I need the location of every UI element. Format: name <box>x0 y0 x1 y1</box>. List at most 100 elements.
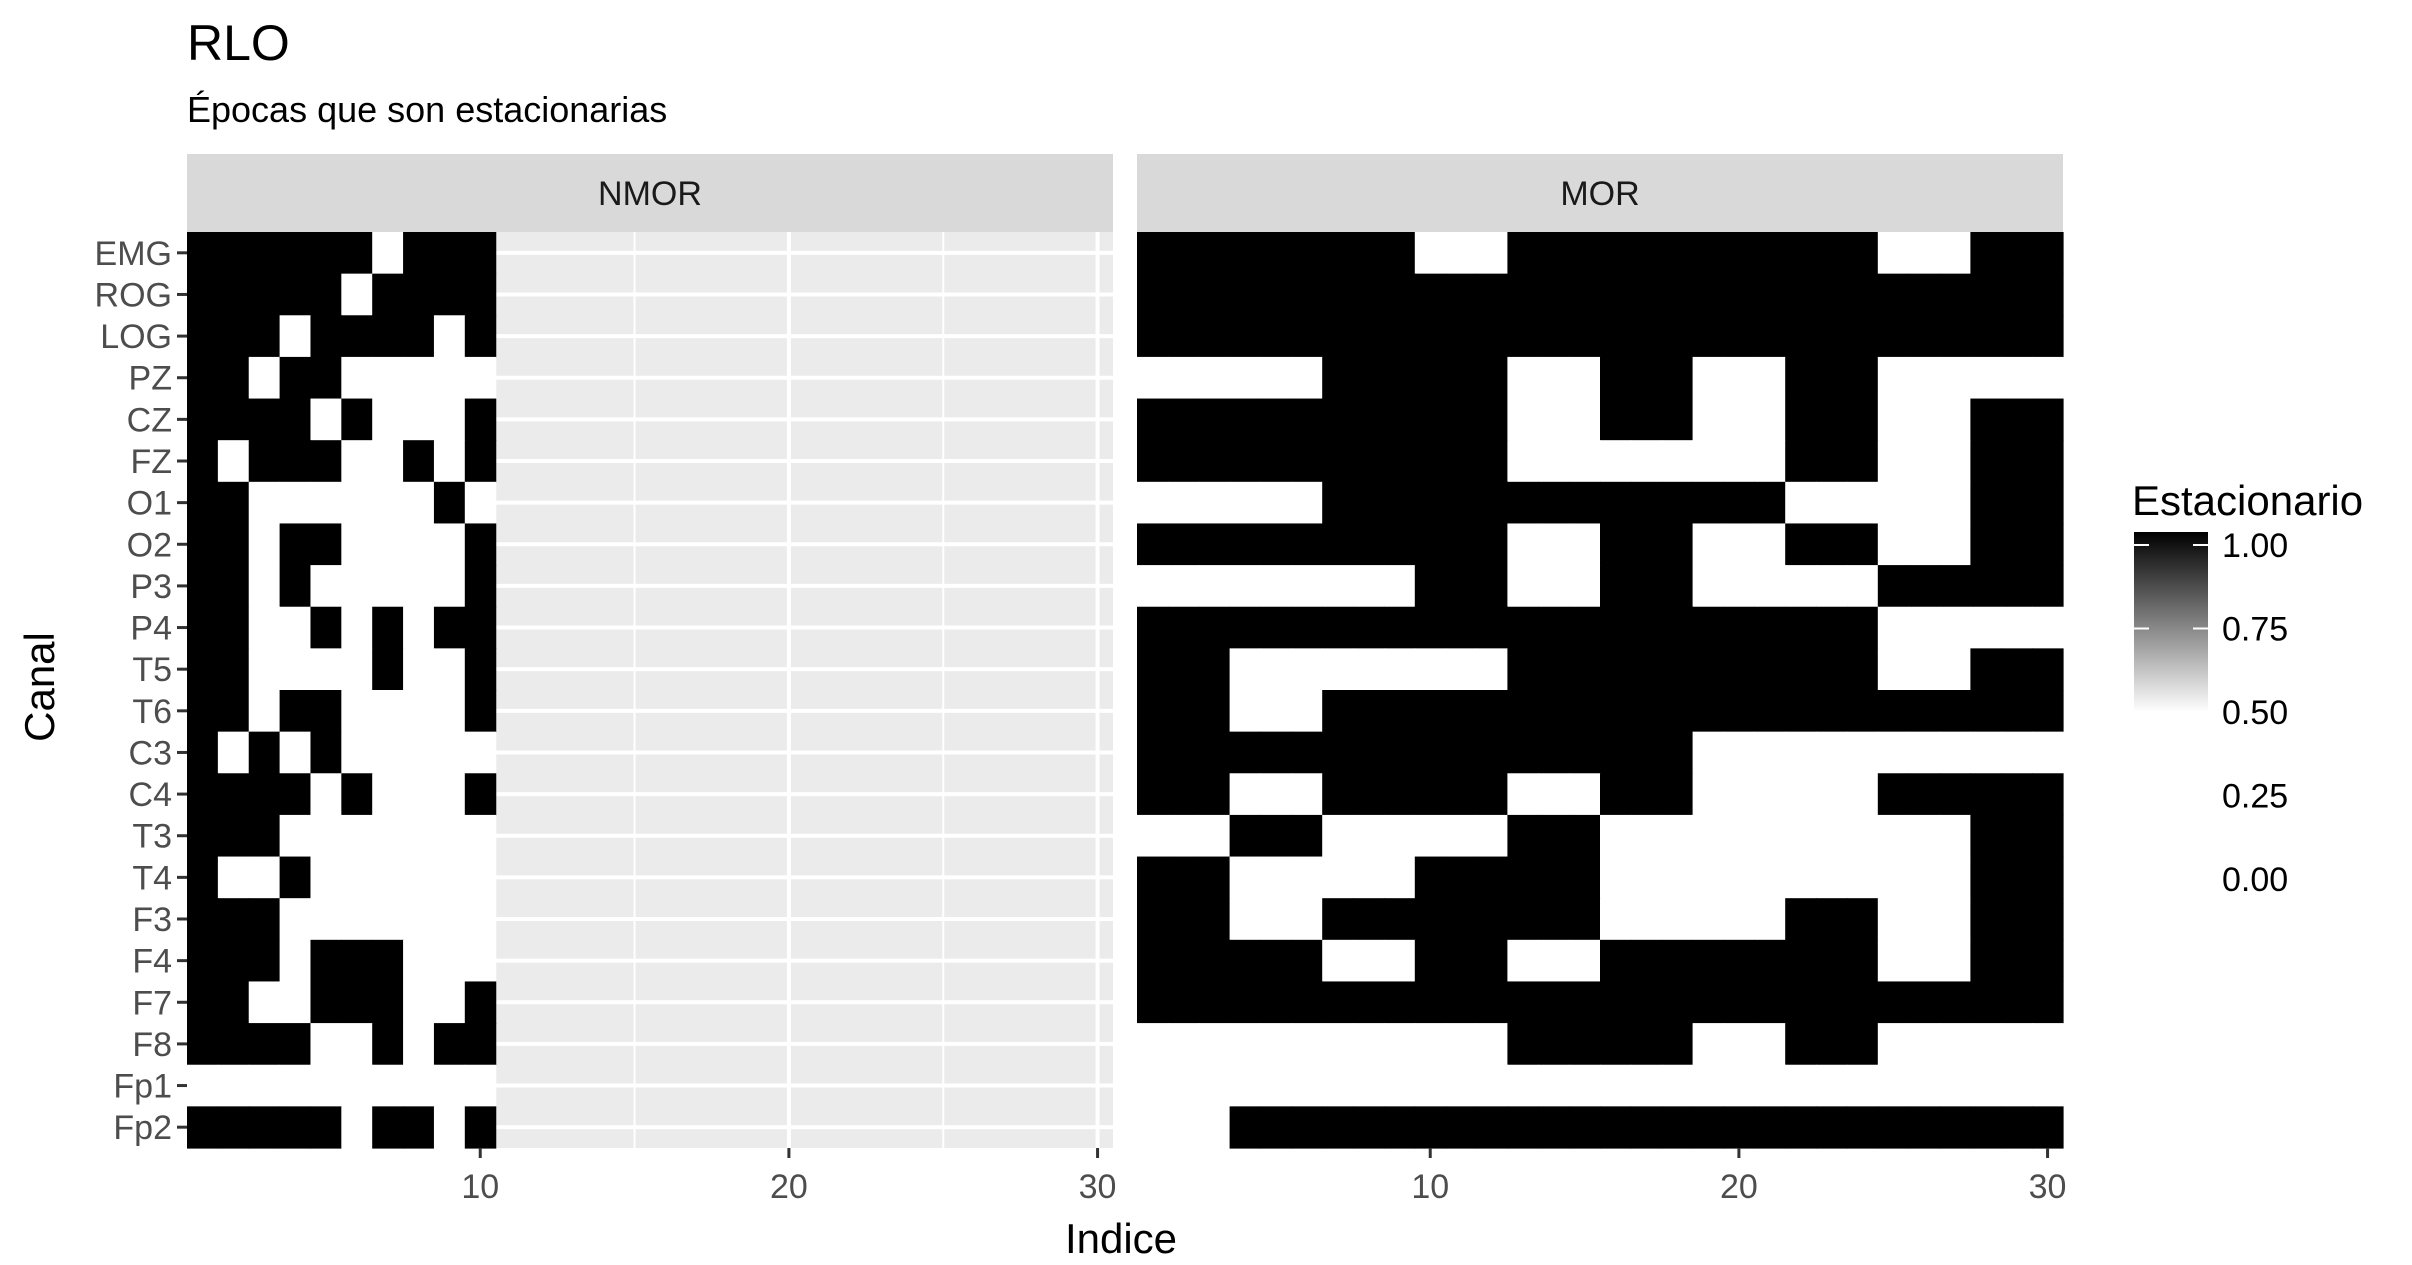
tile-nmor-t4-8 <box>403 856 435 899</box>
tile-nmor-t6-1 <box>187 690 219 733</box>
tile-mor-t3-30 <box>2032 814 2064 858</box>
tile-mor-fz-10 <box>1414 440 1447 483</box>
tile-mor-f4-8 <box>1353 939 1385 983</box>
tile-mor-fp2-9 <box>1383 1106 1416 1149</box>
tile-nmor-fp1-9 <box>433 1064 466 1107</box>
tile-mor-cz-26 <box>1908 398 1941 441</box>
tile-nmor-rog-2 <box>217 273 250 316</box>
tile-mor-p4-12 <box>1476 606 1508 649</box>
tile-mor-o2-19 <box>1692 523 1725 566</box>
tile-nmor-c3-8 <box>403 731 435 774</box>
tile-mor-c4-26 <box>1908 773 1941 816</box>
tile-mor-t4-1 <box>1137 856 1169 899</box>
tile-mor-f3-6 <box>1291 898 1323 941</box>
tile-mor-c3-22 <box>1785 731 1817 774</box>
tile-mor-f8-29 <box>2001 1023 2033 1066</box>
tile-mor-c4-25 <box>1877 773 1910 816</box>
tile-mor-cz-20 <box>1723 398 1755 441</box>
tile-mor-c3-19 <box>1692 731 1725 774</box>
tile-mor-t5-28 <box>1970 648 2002 691</box>
tile-mor-f3-23 <box>1816 898 1848 941</box>
tile-nmor-f3-9 <box>433 898 466 941</box>
tile-mor-t6-22 <box>1785 690 1817 733</box>
tile-mor-o1-11 <box>1445 481 1478 525</box>
tile-mor-fz-16 <box>1600 440 1632 483</box>
tile-mor-t6-14 <box>1538 690 1570 733</box>
tile-mor-f8-20 <box>1723 1023 1755 1066</box>
tile-nmor-o2-4 <box>279 523 312 566</box>
tile-mor-log-25 <box>1877 315 1910 358</box>
tile-mor-f8-10 <box>1414 1023 1447 1066</box>
tile-mor-c3-14 <box>1538 731 1570 774</box>
tile-mor-pz-29 <box>2001 356 2033 400</box>
tile-nmor-p4-3 <box>248 606 281 649</box>
tile-mor-f8-4 <box>1229 1023 1262 1066</box>
tile-mor-c4-2 <box>1167 773 1200 816</box>
tile-nmor-f3-3 <box>248 898 281 941</box>
tile-nmor-cz-7 <box>372 398 404 441</box>
tile-nmor-f4-10 <box>464 939 497 983</box>
tile-mor-t3-29 <box>2001 814 2033 858</box>
tile-mor-p3-10 <box>1414 565 1447 608</box>
tile-mor-pz-5 <box>1260 356 1292 400</box>
tile-nmor-t3-9 <box>433 814 466 858</box>
x-tick-label: 20 <box>1720 1168 1758 1206</box>
tile-nmor-p3-4 <box>279 565 312 608</box>
tile-mor-t4-23 <box>1816 856 1848 899</box>
y-tick-label-o1: O1 <box>127 485 172 523</box>
tile-nmor-o2-9 <box>433 523 466 566</box>
tile-mor-fp1-24 <box>1846 1064 1879 1107</box>
tile-mor-fp2-21 <box>1754 1106 1786 1149</box>
tile-nmor-o2-8 <box>403 523 435 566</box>
y-tick-label-emg: EMG <box>95 235 172 273</box>
tile-mor-f4-28 <box>1970 939 2002 983</box>
tile-nmor-f7-10 <box>464 981 497 1024</box>
gridlines <box>187 232 1113 1148</box>
facet-strip <box>187 154 1113 232</box>
tile-nmor-f8-4 <box>279 1023 312 1066</box>
tile-mor-t4-30 <box>2032 856 2064 899</box>
tile-nmor-fp1-7 <box>372 1064 404 1107</box>
tile-mor-o1-30 <box>2032 481 2064 525</box>
tile-nmor-f4-4 <box>279 939 312 983</box>
tile-mor-p4-26 <box>1908 606 1941 649</box>
tile-nmor-fz-10 <box>464 440 497 483</box>
tile-nmor-fp1-5 <box>310 1064 342 1107</box>
tile-mor-t6-6 <box>1291 690 1323 733</box>
y-tick-label-t3: T3 <box>132 818 172 856</box>
tile-mor-p4-17 <box>1630 606 1663 649</box>
tile-mor-t3-24 <box>1846 814 1879 858</box>
tile-mor-p3-11 <box>1445 565 1478 608</box>
tile-nmor-t5-1 <box>187 648 219 691</box>
tile-nmor-fp2-2 <box>217 1106 250 1149</box>
tile-mor-c4-22 <box>1785 773 1817 816</box>
tile-mor-o2-23 <box>1816 523 1848 566</box>
tile-mor-c3-6 <box>1291 731 1323 774</box>
tile-nmor-rog-9 <box>433 273 466 316</box>
tile-mor-p3-3 <box>1198 565 1231 608</box>
tile-mor-p4-18 <box>1661 606 1694 649</box>
tile-mor-fp2-17 <box>1630 1106 1663 1149</box>
tile-mor-cz-5 <box>1260 398 1292 441</box>
tile-mor-rog-26 <box>1908 273 1941 316</box>
tile-mor-f7-10 <box>1414 981 1447 1024</box>
tile-mor-c3-30 <box>2032 731 2064 774</box>
tile-nmor-log-1 <box>187 315 219 358</box>
tile-nmor-t3-8 <box>403 814 435 858</box>
tile-nmor-fz-1 <box>187 440 219 483</box>
tile-mor-fz-2 <box>1167 440 1200 483</box>
tile-mor-f7-13 <box>1507 981 1539 1024</box>
tile-mor-c4-3 <box>1198 773 1231 816</box>
tile-mor-c4-6 <box>1291 773 1323 816</box>
tile-nmor-f8-10 <box>464 1023 497 1066</box>
tile-nmor-t5-7 <box>372 648 404 691</box>
tile-mor-t3-1 <box>1137 814 1169 858</box>
tile-nmor-t6-4 <box>279 690 312 733</box>
tile-mor-o2-20 <box>1723 523 1755 566</box>
tile-mor-emg-2 <box>1167 232 1200 275</box>
tile-mor-pz-10 <box>1414 356 1447 400</box>
tile-mor-f4-25 <box>1877 939 1910 983</box>
tile-nmor-c3-7 <box>372 731 404 774</box>
tile-mor-pz-18 <box>1661 356 1694 400</box>
tile-mor-cz-29 <box>2001 398 2033 441</box>
